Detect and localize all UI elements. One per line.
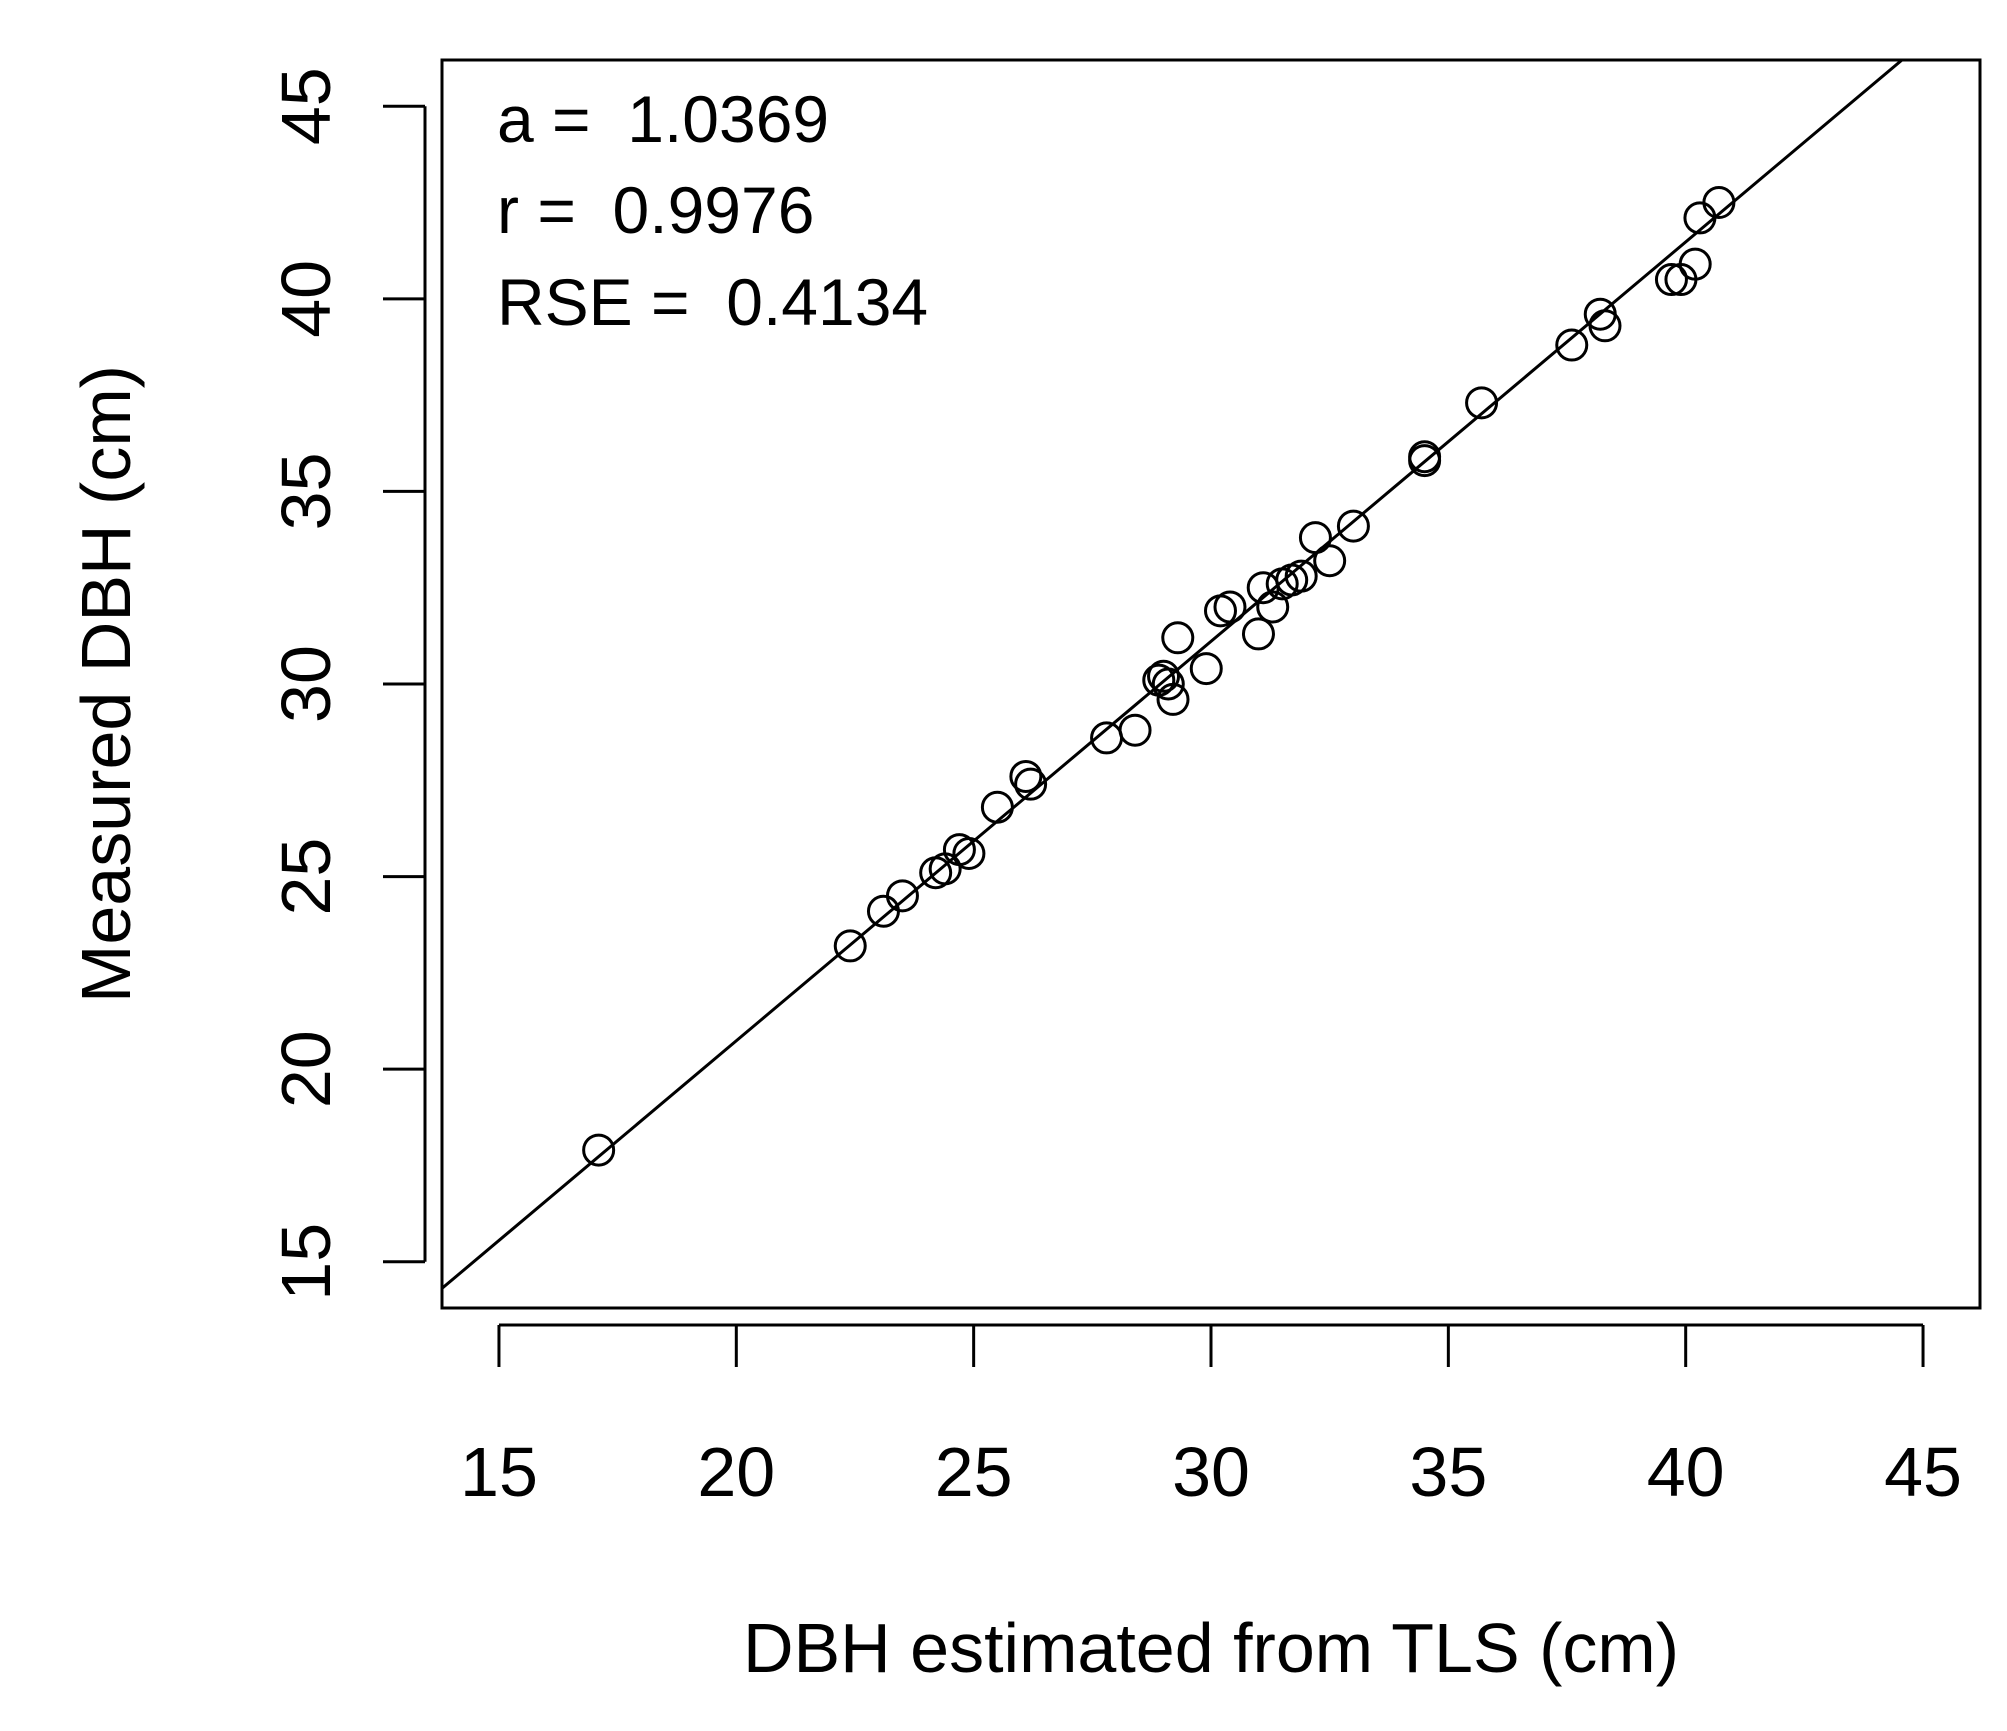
plot-frame <box>440 58 1982 1310</box>
y-tick-label: 25 <box>267 838 345 916</box>
y-tick-label: 15 <box>267 1223 345 1301</box>
x-axis: 15 20 25 30 35 40 45 <box>460 1323 1962 1511</box>
fit-statistics: a = 1.0369 r = 0.9976 RSE = 0.4134 <box>497 82 928 339</box>
data-point <box>1336 509 1370 543</box>
data-point <box>885 879 919 913</box>
data-point <box>1161 621 1195 655</box>
data-point <box>1678 247 1712 281</box>
data-point <box>1313 544 1347 578</box>
x-axis-title: DBH estimated from TLS (cm) <box>743 1609 1679 1687</box>
x-tick-label: 25 <box>935 1433 1013 1511</box>
data-point <box>1213 590 1247 624</box>
annotation-slope: a = 1.0369 <box>497 82 829 156</box>
data-point <box>1147 659 1181 693</box>
fit-line-layer <box>442 60 1905 1290</box>
data-points <box>582 186 1736 1167</box>
annotation-rse: RSE = 0.4134 <box>497 265 928 339</box>
regression-line <box>442 60 1905 1290</box>
data-point <box>1241 617 1275 651</box>
data-point <box>1151 667 1185 701</box>
data-point <box>833 929 867 963</box>
data-point <box>980 790 1014 824</box>
y-tick-label: 45 <box>267 67 345 145</box>
data-point <box>1284 559 1318 593</box>
annotation-correlation: r = 0.9976 <box>497 173 814 247</box>
data-point <box>1465 386 1499 420</box>
y-tick-label: 30 <box>267 645 345 723</box>
data-point <box>1014 767 1048 801</box>
y-tick-label: 35 <box>267 452 345 530</box>
y-axis-title: Measured DBH (cm) <box>67 365 145 1003</box>
data-point <box>1555 328 1589 362</box>
x-tick-label: 30 <box>1172 1433 1250 1511</box>
data-point <box>1654 263 1688 297</box>
data-point <box>1256 590 1290 624</box>
data-point <box>1009 759 1043 793</box>
y-tick-label: 20 <box>267 1030 345 1108</box>
data-point <box>1588 309 1622 343</box>
data-point <box>1702 186 1736 220</box>
data-point <box>1156 682 1190 716</box>
x-tick-label: 20 <box>697 1433 775 1511</box>
data-point <box>1118 713 1152 747</box>
x-tick-label: 15 <box>460 1433 538 1511</box>
data-point <box>1189 652 1223 686</box>
y-tick-label: 40 <box>267 260 345 338</box>
x-tick-label: 40 <box>1647 1433 1725 1511</box>
data-point <box>582 1133 616 1167</box>
x-tick-label: 45 <box>1884 1433 1962 1511</box>
data-point <box>1408 440 1442 474</box>
data-point <box>952 836 986 870</box>
y-axis: 15 20 25 30 35 40 45 <box>267 67 427 1301</box>
x-tick-label: 35 <box>1409 1433 1487 1511</box>
